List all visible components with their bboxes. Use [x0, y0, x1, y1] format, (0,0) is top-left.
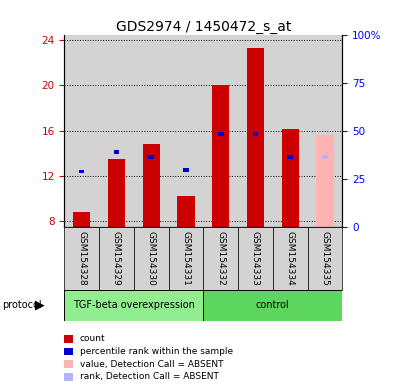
Text: GSM154329: GSM154329 — [112, 231, 121, 286]
Bar — [73, 212, 90, 227]
Text: TGF-beta overexpression: TGF-beta overexpression — [73, 300, 195, 310]
Bar — [238, 227, 273, 290]
Bar — [168, 35, 203, 227]
Bar — [168, 227, 203, 290]
Text: protocol: protocol — [2, 300, 42, 310]
Text: GSM154335: GSM154335 — [320, 231, 330, 286]
Bar — [134, 227, 168, 290]
Text: GSM154332: GSM154332 — [216, 231, 225, 286]
Text: control: control — [256, 300, 290, 310]
Bar — [177, 196, 195, 227]
Bar — [288, 155, 293, 159]
Bar — [308, 227, 342, 290]
Bar — [64, 227, 99, 290]
Text: percentile rank within the sample: percentile rank within the sample — [80, 347, 233, 356]
Text: GSM154331: GSM154331 — [181, 231, 190, 286]
Bar — [308, 35, 342, 227]
Title: GDS2974 / 1450472_s_at: GDS2974 / 1450472_s_at — [116, 20, 291, 33]
Bar — [79, 169, 85, 174]
Text: ▶: ▶ — [35, 299, 45, 312]
Bar — [203, 290, 342, 321]
Text: GSM154328: GSM154328 — [77, 231, 86, 286]
Bar — [253, 132, 258, 136]
Bar — [273, 227, 308, 290]
Bar — [64, 35, 99, 227]
Bar — [316, 135, 334, 227]
Bar — [273, 35, 308, 227]
Bar — [64, 290, 203, 321]
Bar — [142, 144, 160, 227]
Text: GSM154334: GSM154334 — [286, 231, 295, 286]
Bar — [281, 129, 299, 227]
Bar — [322, 155, 328, 159]
Bar — [203, 35, 238, 227]
Bar — [99, 35, 134, 227]
Bar — [218, 132, 224, 136]
Text: GSM154333: GSM154333 — [251, 231, 260, 286]
Text: GSM154330: GSM154330 — [147, 231, 156, 286]
Bar — [238, 35, 273, 227]
Bar — [114, 150, 119, 154]
Text: rank, Detection Call = ABSENT: rank, Detection Call = ABSENT — [80, 372, 219, 381]
Bar — [108, 159, 125, 227]
Bar — [203, 227, 238, 290]
Text: value, Detection Call = ABSENT: value, Detection Call = ABSENT — [80, 359, 223, 369]
Bar — [183, 169, 189, 172]
Bar — [99, 227, 134, 290]
Text: count: count — [80, 334, 105, 343]
Bar — [212, 85, 229, 227]
Bar — [149, 155, 154, 159]
Bar — [247, 48, 264, 227]
Bar — [134, 35, 168, 227]
